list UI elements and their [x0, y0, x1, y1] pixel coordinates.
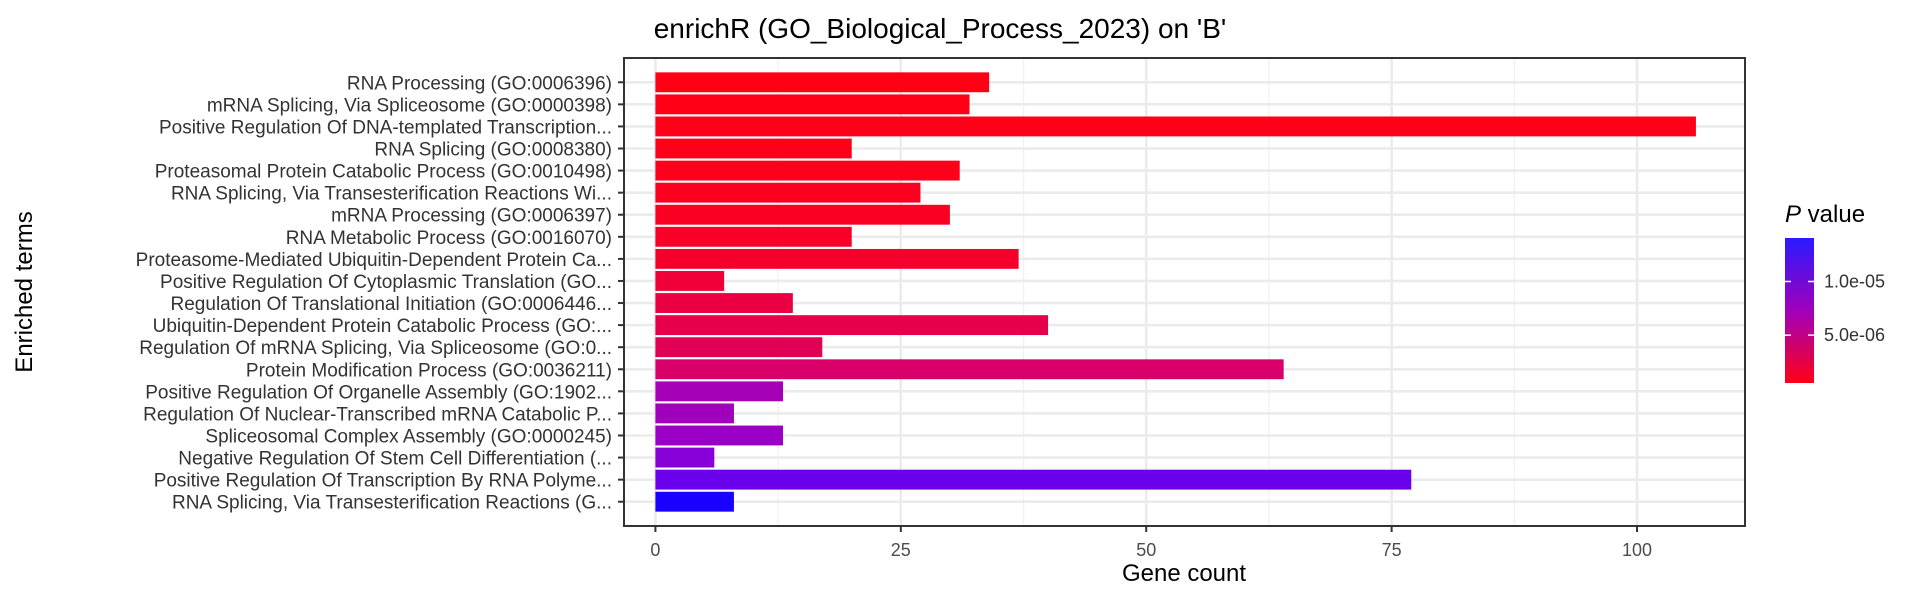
- legend-colorbar: [1785, 238, 1814, 383]
- bar: [655, 293, 793, 313]
- y-tick-label: Positive Regulation Of Transcription By …: [154, 471, 612, 492]
- bar: [655, 403, 734, 424]
- bar: [655, 116, 1696, 137]
- bar: [655, 359, 1284, 380]
- legend-tick-label: 1.0e-05: [1824, 272, 1885, 292]
- bar: [655, 160, 960, 181]
- y-tick-label: Spliceosomal Complex Assembly (GO:000024…: [205, 426, 612, 447]
- y-tick-label: RNA Splicing, Via Transesterification Re…: [172, 493, 612, 514]
- bar: [655, 248, 1019, 269]
- y-tick-label: RNA Metabolic Process (GO:0016070): [286, 228, 612, 249]
- bar: [655, 72, 990, 93]
- bar: [655, 425, 784, 446]
- bar: [655, 94, 970, 115]
- bar: [655, 271, 725, 291]
- bar: [655, 204, 950, 225]
- y-tick-label: Ubiquitin-Dependent Protein Catabolic Pr…: [153, 316, 612, 337]
- x-axis-title: Gene count: [1122, 560, 1246, 587]
- bar: [655, 491, 734, 512]
- y-tick-label: mRNA Processing (GO:0006397): [331, 206, 612, 227]
- chart-title: enrichR (GO_Biological_Process_2023) on …: [654, 13, 1227, 44]
- x-tick-label: 50: [1136, 540, 1156, 560]
- x-tick-label: 25: [891, 540, 911, 560]
- y-tick-label: Positive Regulation Of Organelle Assembl…: [145, 382, 612, 403]
- y-tick-label: RNA Processing (GO:0006396): [347, 73, 612, 94]
- y-tick-label: Proteasomal Protein Catabolic Process (G…: [155, 162, 612, 183]
- y-tick-label: Regulation Of Nuclear-Transcribed mRNA C…: [143, 404, 612, 425]
- legend-ticks: 1.0e-05 5.0e-06: [1785, 272, 1885, 345]
- x-tick-label: 100: [1622, 540, 1652, 560]
- x-tick-label: 75: [1382, 540, 1402, 560]
- color-legend: P value 1.0e-05 5.0e-06: [1785, 201, 1885, 383]
- legend-title-p: P: [1785, 201, 1801, 228]
- bars: [655, 72, 1696, 512]
- bar: [655, 226, 852, 247]
- bar: [655, 447, 715, 468]
- legend-title-rest: value: [1801, 201, 1865, 228]
- bar: [655, 337, 823, 358]
- y-tick-labels: RNA Processing (GO:0006396)mRNA Splicing…: [136, 73, 624, 514]
- y-tick-label: RNA Splicing (GO:0008380): [374, 140, 612, 161]
- y-tick-label: Negative Regulation Of Stem Cell Differe…: [178, 449, 612, 470]
- bar: [655, 381, 784, 402]
- x-tick-labels: 0 25 50 75 100: [650, 526, 1652, 560]
- plot-border: [623, 57, 1746, 527]
- x-tick-label: 0: [650, 540, 660, 560]
- y-tick-label: RNA Splicing, Via Transesterification Re…: [171, 184, 612, 205]
- y-tick-label: Positive Regulation Of DNA-templated Tra…: [159, 117, 612, 138]
- legend-title: P value: [1785, 201, 1865, 228]
- y-tick-label: Proteasome-Mediated Ubiquitin-Dependent …: [136, 250, 612, 271]
- legend-tick-label: 5.0e-06: [1824, 325, 1885, 345]
- bar: [655, 182, 921, 203]
- y-axis-title: Enriched terms: [11, 211, 38, 372]
- y-tick-label: Regulation Of Translational Initiation (…: [171, 294, 612, 315]
- y-tick-label: Regulation Of mRNA Splicing, Via Spliceo…: [139, 338, 612, 359]
- y-tick-label: Protein Modification Process (GO:0036211…: [246, 360, 612, 381]
- bar: [655, 138, 852, 159]
- y-tick-label: Positive Regulation Of Cytoplasmic Trans…: [160, 272, 612, 293]
- y-tick-label: mRNA Splicing, Via Spliceosome (GO:00003…: [207, 95, 612, 116]
- bar: [655, 469, 1412, 490]
- bar: [655, 315, 1049, 336]
